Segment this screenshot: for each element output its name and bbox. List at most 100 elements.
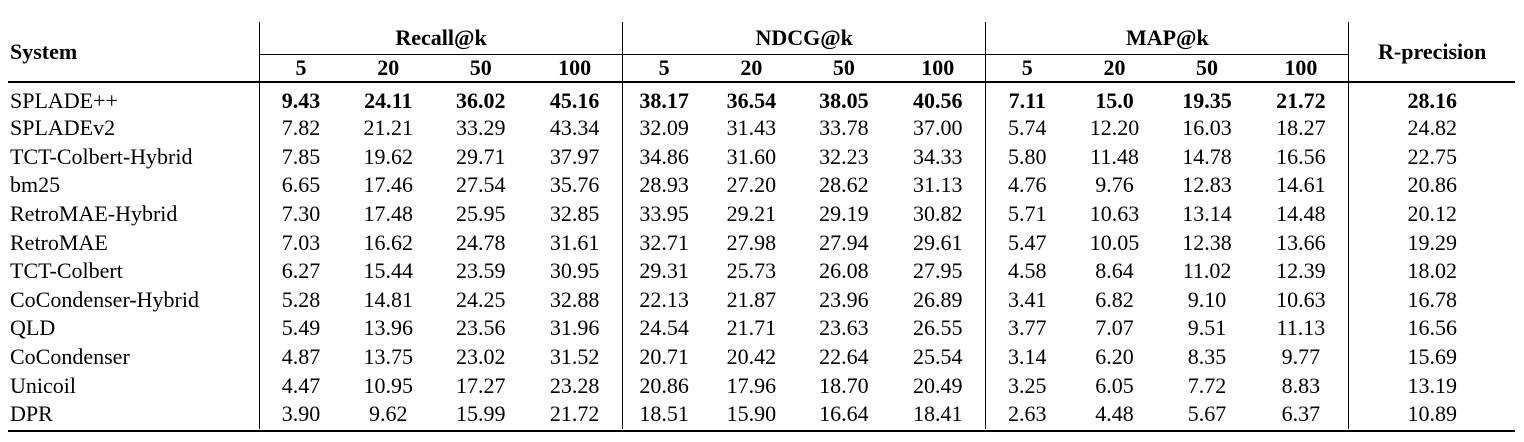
table-row: TCT-Colbert 6.27 15.44 23.59 30.95 29.31 25.73… xyxy=(8,256,1515,286)
metric-cell: 20.71 xyxy=(622,342,706,372)
table-body: SPLADE++ 9.43 24.11 36.02 45.16 38.17 36.54 38.… xyxy=(8,82,1515,429)
metric-cell: 29.31 xyxy=(622,256,706,286)
metric-cell: 14.61 xyxy=(1276,172,1326,198)
metric-cell: 31.43 xyxy=(726,115,777,141)
metric-cell: 23.28 xyxy=(549,372,600,398)
metric-cell: 29.71 xyxy=(456,143,506,169)
metric-cell: 12.83 xyxy=(1182,172,1232,198)
k-column-header: 100 xyxy=(527,54,623,83)
rprecision-cell: 13.19 xyxy=(1348,371,1515,400)
system-name-cell: bm25 xyxy=(10,172,61,198)
metric-cell: 32.23 xyxy=(819,143,869,169)
metric-cell: 30.95 xyxy=(549,258,600,284)
metric-cell: 17.48 xyxy=(363,201,413,227)
metric-cell: 5.49 xyxy=(258,314,342,343)
metric-cell: 10.63 xyxy=(1089,201,1140,227)
metric-cell: 18.51 xyxy=(622,399,706,429)
system-name-cell: SPLADEv2 xyxy=(10,115,116,141)
metric-cell: 27.94 xyxy=(819,229,869,255)
metric-cell: 45.16 xyxy=(549,87,600,113)
system-name-cell: TCT-Colbert xyxy=(10,258,123,284)
table-row: Unicoil 4.47 10.95 17.27 23.28 20.86 17.96 18.7… xyxy=(8,371,1515,400)
table-row: CoCondenser-Hybrid 5.28 14.81 24.25 32.88 22.… xyxy=(8,285,1515,315)
metric-cell: 6.82 xyxy=(1095,286,1134,312)
metric-cell: 7.30 xyxy=(258,199,342,229)
metric-cell: 38.17 xyxy=(622,82,706,114)
metric-cell: 38.05 xyxy=(819,87,869,113)
metric-cell: 31.13 xyxy=(912,172,963,198)
rprecision-cell: 15.69 xyxy=(1348,342,1515,372)
metric-cell: 27.20 xyxy=(726,172,777,198)
metric-cell: 34.33 xyxy=(912,143,963,169)
metric-cell: 26.55 xyxy=(912,315,963,341)
system-name-cell: RetroMAE-Hybrid xyxy=(10,201,178,227)
metric-cell: 5.47 xyxy=(985,228,1069,257)
system-name-cell: TCT-Colbert-Hybrid xyxy=(10,143,193,169)
rprecision-cell: 16.56 xyxy=(1348,314,1515,343)
bottom-rule xyxy=(8,430,1515,432)
metric-cell: 28.93 xyxy=(622,171,706,200)
metric-cell: 24.11 xyxy=(364,87,413,113)
metric-cell: 26.08 xyxy=(819,258,869,284)
metric-cell: 11.48 xyxy=(1090,143,1139,169)
metric-cell: 23.56 xyxy=(456,315,506,341)
metric-cell: 16.56 xyxy=(1276,143,1326,169)
rprecision-cell: 18.02 xyxy=(1348,256,1515,286)
table-row: CoCondenser 4.87 13.75 23.02 31.52 20.71 20.42… xyxy=(8,342,1515,372)
metric-cell: 6.65 xyxy=(258,171,342,200)
table-row: QLD 5.49 13.96 23.56 31.96 24.54 21.71 23.63 26.… xyxy=(8,314,1515,343)
metric-cell: 4.47 xyxy=(258,371,342,400)
metric-cell: 11.13 xyxy=(1276,315,1326,341)
metric-cell: 22.64 xyxy=(819,344,869,370)
k-column-header: 50 xyxy=(797,54,891,83)
metric-cell: 23.63 xyxy=(819,315,869,341)
metric-cell: 5.28 xyxy=(258,285,342,315)
metric-cell: 20.49 xyxy=(912,372,963,398)
metric-cell: 21.71 xyxy=(726,315,777,341)
metric-cell: 35.76 xyxy=(549,172,600,198)
system-name-cell: QLD xyxy=(10,315,56,341)
metric-cell: 21.87 xyxy=(726,286,777,312)
rprecision-cell: 22.75 xyxy=(1348,142,1515,172)
k-column-header: 5 xyxy=(985,54,1069,83)
metric-cell: 6.27 xyxy=(258,256,342,286)
k-column-header: 20 xyxy=(705,54,798,83)
metric-cell: 6.05 xyxy=(1095,372,1134,398)
metric-cell: 23.96 xyxy=(819,286,869,312)
metric-cell: 16.64 xyxy=(819,401,869,427)
results-table: System Recall@k NDCG@k MAP@k R-precision… xyxy=(8,22,1515,429)
metric-cell: 43.34 xyxy=(549,115,600,141)
metric-cell: 16.62 xyxy=(363,229,413,255)
metric-cell: 24.78 xyxy=(456,229,506,255)
rprecision-column-header: R-precision xyxy=(1348,22,1515,83)
metric-cell: 32.85 xyxy=(549,201,600,227)
metric-cell: 17.27 xyxy=(456,372,506,398)
metric-cell: 7.03 xyxy=(258,228,342,257)
metric-cell: 31.52 xyxy=(549,344,600,370)
metric-cell: 5.74 xyxy=(985,114,1069,143)
metric-cell: 9.77 xyxy=(1281,344,1321,370)
metric-cell: 12.39 xyxy=(1276,258,1326,284)
metric-cell: 15.99 xyxy=(456,401,506,427)
k-column-header: 20 xyxy=(1068,54,1161,83)
system-column-header: System xyxy=(8,22,260,83)
table-header: System Recall@k NDCG@k MAP@k R-precision… xyxy=(8,22,1515,83)
k-column-header: 100 xyxy=(890,54,986,83)
rprecision-cell: 20.12 xyxy=(1348,199,1515,229)
metric-cell: 3.77 xyxy=(985,314,1069,343)
system-name-cell: CoCondenser xyxy=(10,344,130,370)
k-column-header: 5 xyxy=(258,54,342,83)
recall-group-header: Recall@k xyxy=(258,22,623,55)
metric-cell: 34.86 xyxy=(622,142,706,172)
metric-cell: 36.54 xyxy=(726,87,777,113)
metric-cell: 18.27 xyxy=(1276,115,1326,141)
metric-cell: 26.89 xyxy=(912,286,963,312)
metric-cell: 29.21 xyxy=(726,201,777,227)
metric-cell: 37.97 xyxy=(549,143,600,169)
metric-cell: 33.78 xyxy=(819,115,869,141)
system-name-cell: RetroMAE xyxy=(10,229,108,255)
map-group-header: MAP@k xyxy=(985,22,1349,55)
header-row-k: 5 20 50 100 5 20 50 100 5 20 50 100 xyxy=(8,54,1515,83)
k-column-header: 5 xyxy=(622,54,706,83)
